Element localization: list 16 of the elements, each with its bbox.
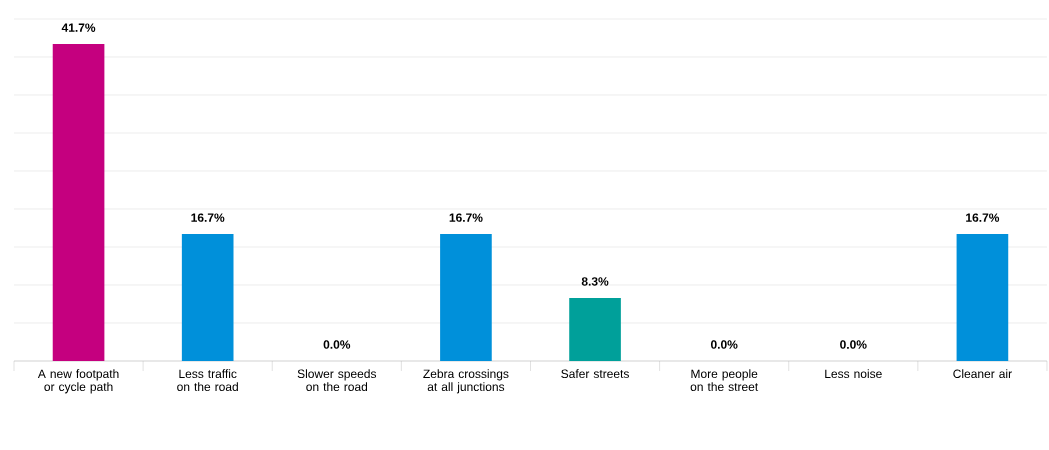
x-tick-label: Slower speeds on the road: [297, 369, 377, 392]
data-label: 16.7%: [966, 213, 1000, 222]
x-tick-label: Cleaner air: [953, 369, 1012, 378]
x-tick-label: Zebra crossings at all junctions: [423, 369, 509, 394]
data-label: 0.0%: [710, 340, 738, 349]
x-tick-label: Less traffic on the road: [177, 369, 238, 392]
x-tick-label: Safer streets: [561, 369, 629, 378]
data-label: 8.3%: [581, 277, 609, 286]
data-label: 16.7%: [191, 213, 225, 222]
x-tick-label: Less noise: [825, 369, 882, 378]
data-label: 0.0%: [840, 340, 867, 349]
data-label: 0.0%: [323, 340, 351, 349]
x-tick-label: A new footpath or cycle path: [37, 369, 119, 394]
data-label: 16.7%: [449, 213, 483, 222]
x-tick-label: More people on the street: [690, 369, 759, 392]
data-label: 41.7%: [61, 23, 96, 32]
